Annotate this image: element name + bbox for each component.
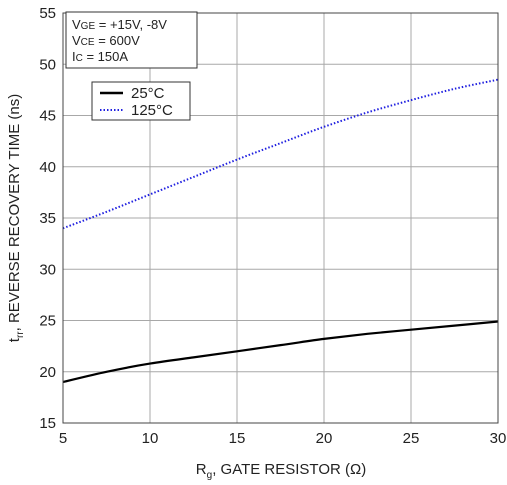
condition-vge: VGE = +15V, -8V xyxy=(72,17,167,32)
y-tick-label: 30 xyxy=(39,261,56,278)
y-axis-label: trr, REVERSE RECOVERY TIME (ns) xyxy=(6,94,26,342)
x-tick-label: 15 xyxy=(229,430,246,447)
legend-label-125c: 125°C xyxy=(131,102,173,119)
y-tick-label: 15 xyxy=(39,415,56,432)
x-axis-label: Rg, GATE RESISTOR (Ω) xyxy=(196,461,366,481)
y-tick-label: 55 xyxy=(39,5,56,22)
x-tick-label: 5 xyxy=(59,430,67,447)
series-layer xyxy=(62,78,499,384)
condition-ic: IC = 150A xyxy=(72,49,128,64)
x-tick-label: 30 xyxy=(490,430,507,447)
y-tick-label: 20 xyxy=(39,364,56,381)
conditions-box: VGE = +15V, -8V VCE = 600V IC = 150A xyxy=(65,11,198,69)
legend-label-25c: 25°C xyxy=(131,85,165,102)
y-tick-label: 45 xyxy=(39,108,56,125)
y-tick-labels: 15 20 25 30 35 40 45 50 55 xyxy=(39,5,56,432)
y-tick-label: 35 xyxy=(39,210,56,227)
legend-frame xyxy=(91,81,191,121)
y-tick-label: 25 xyxy=(39,313,56,330)
plot-frame xyxy=(62,12,499,424)
x-tick-label: 20 xyxy=(316,430,333,447)
grid xyxy=(62,12,499,424)
x-tick-label: 10 xyxy=(142,430,159,447)
condition-vce: VCE = 600V xyxy=(72,33,140,48)
series-line-25c xyxy=(62,320,499,384)
conditions-frame xyxy=(65,11,198,69)
y-tick-label: 40 xyxy=(39,159,56,176)
x-tick-labels: 5 10 15 20 25 30 xyxy=(59,430,507,447)
x-tick-label: 25 xyxy=(403,430,420,447)
legend: 25°C 125°C xyxy=(91,81,191,121)
y-tick-label: 50 xyxy=(39,56,56,73)
